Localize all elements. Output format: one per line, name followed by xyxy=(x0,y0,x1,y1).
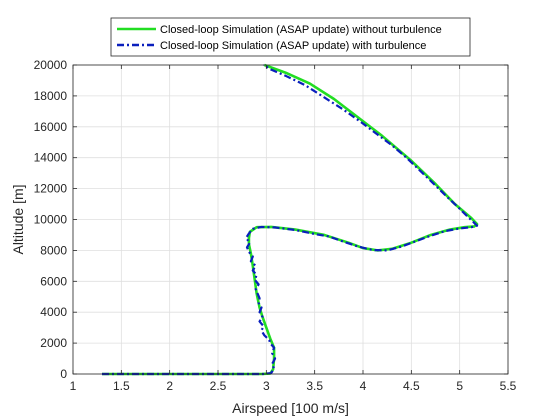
y-tick-labels: 0 2000 4000 6000 8000 10000 12000 14000 16000 180… xyxy=(34,58,68,381)
x-tick-label: 5 xyxy=(456,379,463,393)
x-tick-label: 1 xyxy=(70,379,77,393)
axis-ticks xyxy=(72,64,509,375)
y-tick-label: 6000 xyxy=(40,274,67,288)
y-tick-label: 4000 xyxy=(40,305,67,319)
y-tick-label: 0 xyxy=(60,367,67,381)
x-tick-label: 3.5 xyxy=(306,379,323,393)
x-tick-label: 1.5 xyxy=(113,379,130,393)
y-tick-label: 10000 xyxy=(34,213,68,227)
legend-label-without-turbulence: Closed-loop Simulation (ASAP update) wit… xyxy=(160,24,442,36)
series-line-with-turbulence xyxy=(102,64,479,376)
x-tick-label: 2.5 xyxy=(210,379,227,393)
x-tick-label: 4 xyxy=(360,379,367,393)
y-axis-label: Altitude [m] xyxy=(10,184,26,254)
x-tick-label: 3 xyxy=(263,379,270,393)
x-tick-label: 4.5 xyxy=(403,379,420,393)
x-tick-label: 5.5 xyxy=(500,379,517,393)
x-tick-label: 2 xyxy=(166,379,173,393)
y-tick-label: 18000 xyxy=(34,89,68,103)
data-series xyxy=(102,63,479,376)
legend-label-with-turbulence: Closed-loop Simulation (ASAP update) wit… xyxy=(160,40,426,52)
y-tick-label: 14000 xyxy=(34,151,68,165)
y-tick-label: 2000 xyxy=(40,336,67,350)
grid-lines xyxy=(72,64,509,375)
y-tick-label: 8000 xyxy=(40,243,67,257)
y-tick-label: 20000 xyxy=(34,58,68,72)
y-tick-label: 16000 xyxy=(34,120,68,134)
x-axis-label: Airspeed [100 m/s] xyxy=(232,400,349,416)
legend: Closed-loop Simulation (ASAP update) wit… xyxy=(110,17,471,57)
y-tick-label: 12000 xyxy=(34,182,68,196)
x-tick-labels: 1 1.5 2 2.5 3 3.5 4 4.5 5 5.5 xyxy=(70,379,517,393)
legend-box xyxy=(110,17,471,57)
